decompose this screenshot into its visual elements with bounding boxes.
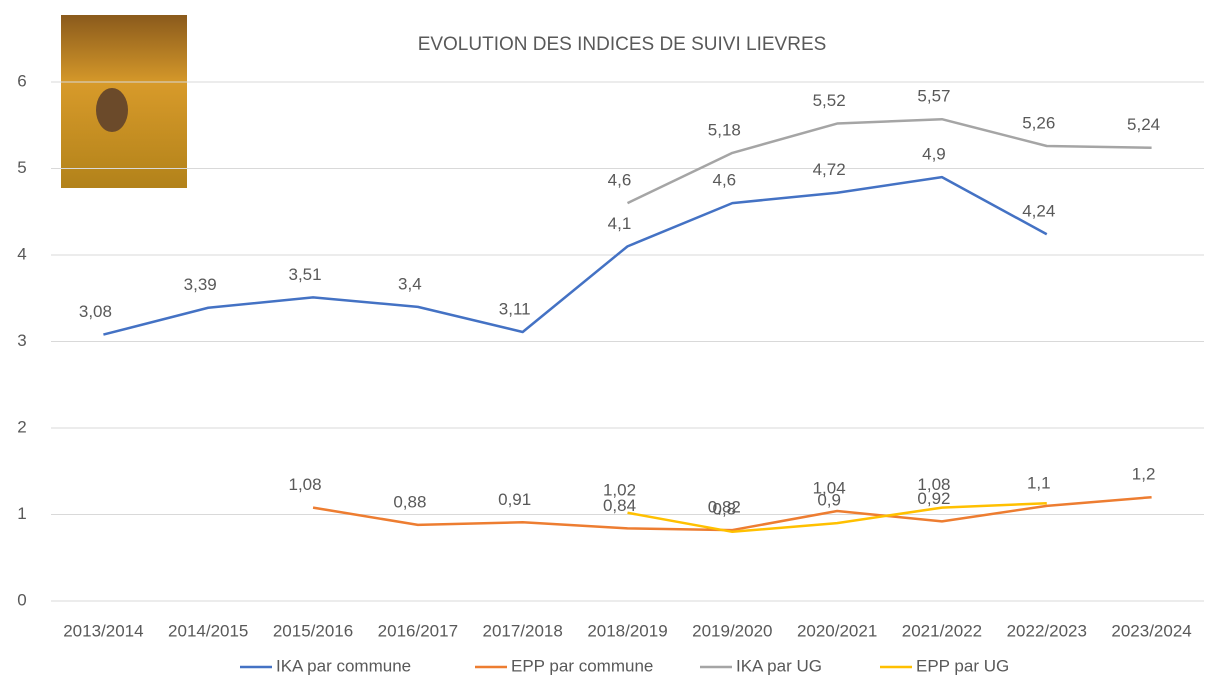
x-tick-label: 2020/2021 (797, 621, 877, 640)
data-label: 3,11 (499, 299, 531, 318)
data-label: 4,9 (922, 145, 946, 164)
legend-label: EPP par commune (511, 656, 653, 675)
data-label: 0,8 (712, 499, 736, 518)
legend-label: EPP par UG (916, 656, 1009, 675)
data-label: 4,6 (712, 171, 736, 190)
y-tick-label: 5 (17, 158, 26, 177)
data-label: 0,9 (817, 491, 841, 510)
data-label: 4,1 (608, 214, 632, 233)
page: EVOLUTION DES INDICES DE SUIVI LIEVRES 0… (0, 0, 1205, 682)
x-tick-label: 2023/2024 (1111, 621, 1191, 640)
data-label: 4,72 (813, 160, 846, 179)
x-tick-label: 2022/2023 (1007, 621, 1087, 640)
data-label: 0,91 (498, 490, 531, 509)
data-label: 3,51 (288, 265, 321, 284)
x-tick-label: 2019/2020 (692, 621, 772, 640)
data-label: 3,08 (79, 302, 112, 321)
data-label: 3,4 (398, 274, 422, 293)
data-label: 5,52 (813, 91, 846, 110)
data-label: 5,26 (1022, 113, 1055, 132)
y-tick-label: 2 (17, 417, 26, 436)
y-tick-label: 0 (17, 590, 26, 609)
y-tick-label: 4 (17, 244, 26, 263)
x-tick-label: 2017/2018 (482, 621, 562, 640)
data-label: 1,02 (603, 480, 636, 499)
data-label: 1,08 (917, 475, 950, 494)
data-label: 5,24 (1127, 115, 1160, 134)
data-label: 5,18 (708, 120, 741, 139)
legend-label: IKA par UG (736, 656, 822, 675)
y-tick-label: 3 (17, 331, 26, 350)
data-label: 3,39 (184, 275, 217, 294)
series-line (103, 177, 1046, 334)
data-label: 4,24 (1022, 202, 1055, 221)
data-label: 0,88 (393, 492, 426, 511)
data-label: 1,08 (288, 475, 321, 494)
data-label: 5,57 (917, 87, 950, 106)
x-tick-label: 2016/2017 (378, 621, 458, 640)
x-tick-label: 2021/2022 (902, 621, 982, 640)
data-label: 1,2 (1132, 465, 1156, 484)
x-tick-label: 2014/2015 (168, 621, 248, 640)
series-line (628, 119, 1152, 203)
data-label: 1,1 (1027, 473, 1051, 492)
y-tick-label: 6 (17, 71, 26, 90)
chart: EVOLUTION DES INDICES DE SUIVI LIEVRES 0… (0, 0, 1205, 677)
photo-hare (96, 88, 128, 132)
x-tick-label: 2018/2019 (587, 621, 667, 640)
y-tick-label: 1 (17, 504, 26, 523)
x-tick-label: 2015/2016 (273, 621, 353, 640)
x-tick-label: 2013/2014 (63, 621, 143, 640)
data-label: 4,6 (608, 171, 632, 190)
legend-label: IKA par commune (276, 656, 411, 675)
chart-title: EVOLUTION DES INDICES DE SUIVI LIEVRES (418, 34, 827, 55)
